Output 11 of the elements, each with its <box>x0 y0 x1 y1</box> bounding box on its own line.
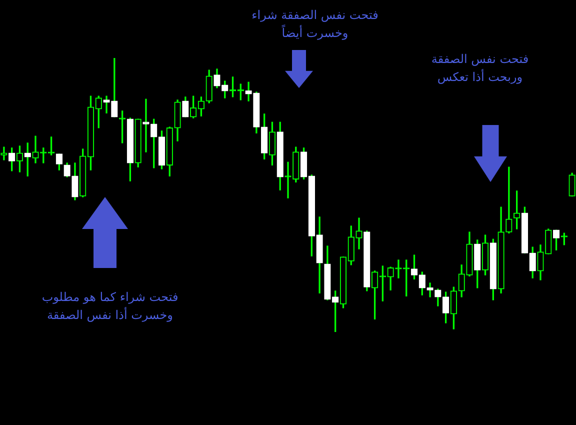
annotation: فتحت نفس الصفقة وربحت أذا تعكس <box>430 51 530 86</box>
candlestick <box>395 260 402 278</box>
candlestick <box>32 136 39 164</box>
candlestick <box>506 166 512 234</box>
annotation: فتحت شراء كما هو مطلوب وخسرت أذا نفس الصفقة <box>40 289 180 324</box>
candlestick <box>356 218 362 250</box>
candlestick <box>142 98 150 152</box>
candlestick <box>103 96 110 114</box>
candlestick <box>245 82 252 102</box>
candlestick <box>426 282 434 298</box>
text: فتحت نفس الصفقة شراء وخسرت أيضاً <box>250 7 380 42</box>
